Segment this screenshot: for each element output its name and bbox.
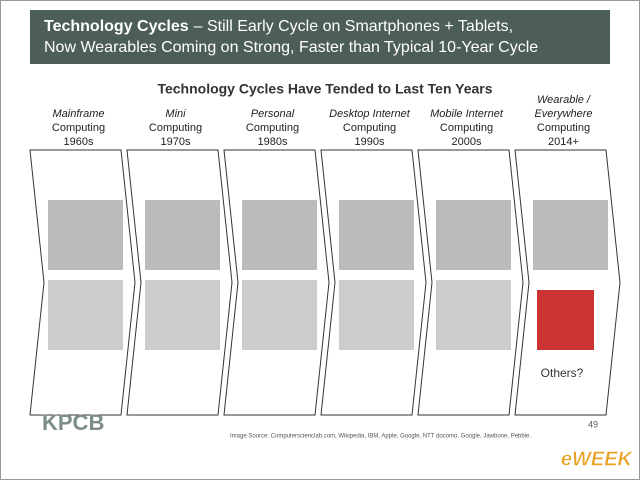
photo bbox=[145, 280, 220, 350]
watermark: eWEEK bbox=[561, 448, 634, 470]
page-number: 49 bbox=[588, 419, 598, 429]
era-name: Everywhere bbox=[534, 108, 592, 120]
era-name: Mini bbox=[165, 108, 186, 120]
photo bbox=[436, 280, 511, 350]
photo bbox=[242, 200, 317, 270]
photo bbox=[339, 280, 414, 350]
era-years: 1960s bbox=[64, 136, 94, 148]
era-name: Mobile Internet bbox=[430, 108, 504, 120]
era-label: Computing bbox=[246, 122, 299, 134]
photo bbox=[242, 280, 317, 350]
era-years: 1980s bbox=[258, 136, 288, 148]
photo bbox=[533, 200, 608, 270]
source: Image Source: Computerscienclab.com, Wik… bbox=[230, 434, 531, 440]
era-years: 2000s bbox=[452, 136, 482, 148]
eras: Mainframe Computing 1960s Mini Computing 1970… bbox=[29, 94, 621, 416]
photo bbox=[48, 200, 123, 270]
title-bar bbox=[30, 10, 610, 64]
era-label: Computing bbox=[343, 122, 396, 134]
era-years: 1970s bbox=[161, 136, 191, 148]
era-years: 1990s bbox=[355, 136, 385, 148]
photo bbox=[339, 200, 414, 270]
era-label: Computing bbox=[537, 122, 590, 134]
photo bbox=[48, 280, 123, 350]
era-name: Wearable / bbox=[537, 94, 591, 106]
title: Technology Cycles – Still Early Cycle on … bbox=[44, 18, 513, 35]
era-label: Computing bbox=[149, 122, 202, 134]
era-name: Desktop Internet bbox=[329, 108, 411, 120]
era-name: Mainframe bbox=[53, 108, 105, 120]
others: Others? bbox=[541, 366, 584, 380]
subtitle: Technology Cycles Have Tended to Last Te… bbox=[157, 81, 492, 97]
era-name: Personal bbox=[251, 108, 295, 120]
era-label: Computing bbox=[52, 122, 105, 134]
era-years: 2014+ bbox=[548, 136, 579, 148]
logo: KPCB bbox=[42, 410, 104, 435]
title-rest: – Still Early Cycle on Smartphones + Tab… bbox=[194, 18, 513, 35]
title-bold: Technology Cycles bbox=[44, 18, 189, 35]
photo bbox=[436, 200, 511, 270]
era-label: Computing bbox=[440, 122, 493, 134]
photo bbox=[537, 290, 594, 350]
title-line2: Now Wearables Coming on Strong, Faster t… bbox=[44, 39, 538, 56]
photo bbox=[145, 200, 220, 270]
